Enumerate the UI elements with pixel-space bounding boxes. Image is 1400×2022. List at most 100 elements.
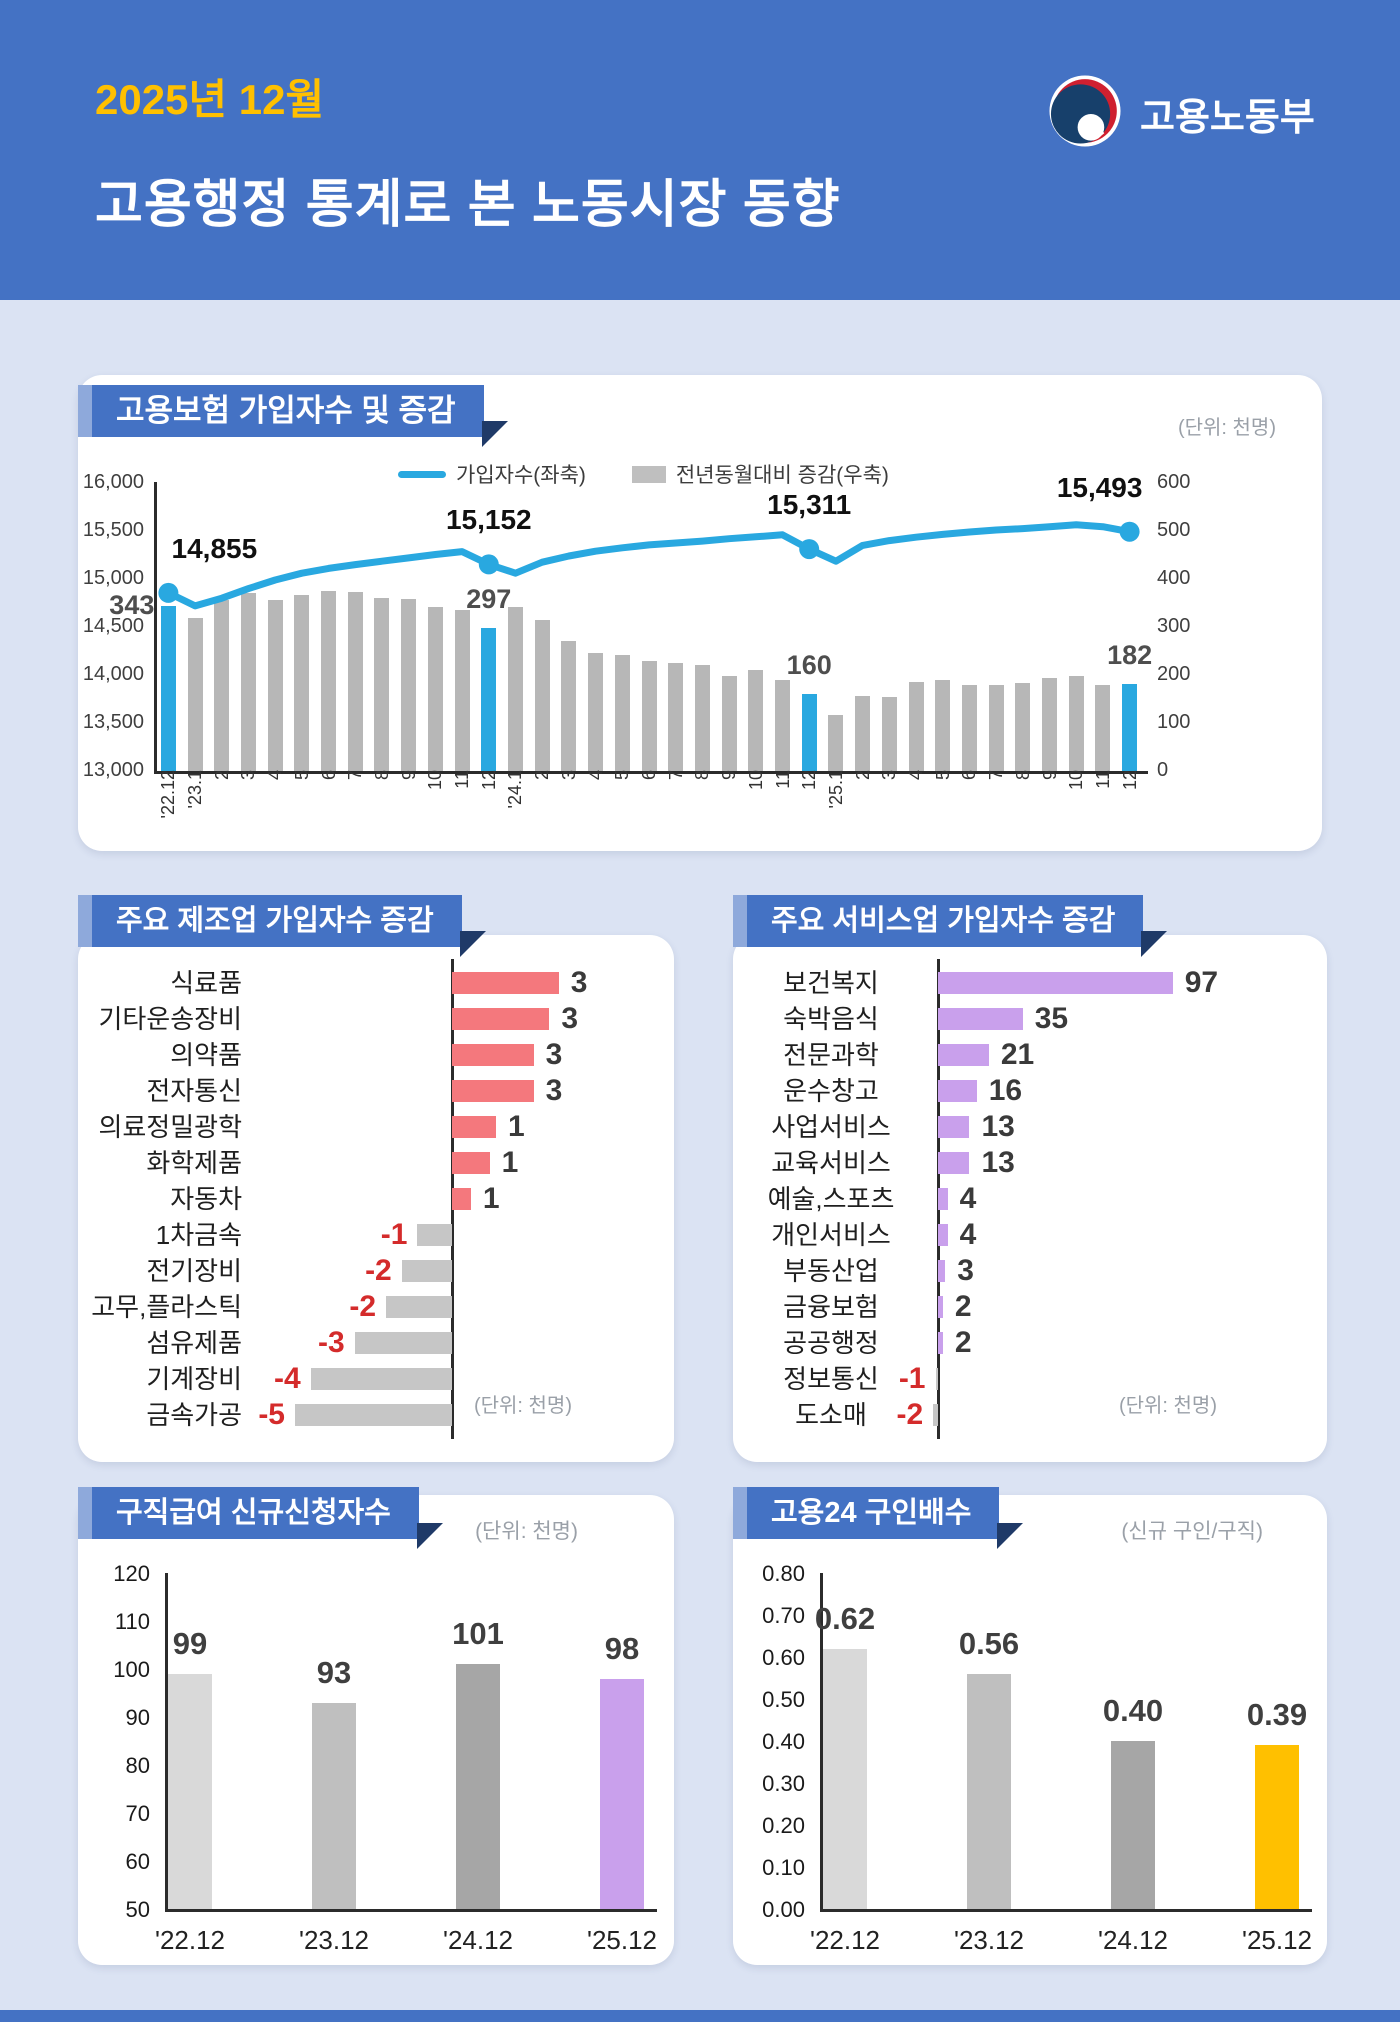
x-axis-tick: '23.12 (953, 1925, 1025, 1955)
x-axis-tick: 12 (1119, 770, 1140, 791)
bar (938, 1080, 977, 1102)
footer-bar (0, 2010, 1400, 2022)
bar (454, 609, 470, 771)
line-swatch (398, 470, 446, 478)
bar (1042, 678, 1058, 771)
x-axis-tick: 5 (932, 770, 953, 781)
bar (938, 1332, 943, 1354)
bar (427, 607, 443, 771)
y-axis-tick-right: 600 (1157, 471, 1191, 493)
bar (452, 1152, 490, 1174)
value-label: 3 (545, 1038, 563, 1071)
bar (321, 590, 337, 771)
bar (935, 1368, 938, 1390)
value-label: 4 (959, 1182, 977, 1215)
x-axis-tick: 12 (478, 770, 499, 791)
bar (294, 594, 310, 771)
category-label: 화학제품 (146, 1148, 242, 1178)
x-axis-tick: 9 (1039, 770, 1060, 781)
x-axis-tick: 2 (532, 770, 553, 781)
chart-title: 고용보험 가입자수 및 증감 (92, 385, 508, 447)
legend-label: 가입자수(좌축) (456, 464, 586, 487)
chart-title-ribbon: 주요 제조업 가입자수 증감 (78, 895, 486, 957)
y-axis-tick-right: 400 (1157, 567, 1191, 589)
x-axis-tick: 10 (425, 770, 446, 791)
x-axis-tick: 3 (558, 770, 579, 781)
value-label: 1 (501, 1146, 519, 1179)
value-label: 93 (316, 1654, 352, 1690)
bar-data-label: 297 (466, 584, 512, 615)
y-axis-tick: 70 (125, 1801, 150, 1826)
x-axis-tick: 7 (665, 770, 686, 781)
y-axis-tick: 0.10 (762, 1855, 805, 1880)
unit-label: (단위: 천명) (1118, 1395, 1217, 1417)
x-axis-tick: 7 (345, 770, 366, 781)
report-date: 2025년 12월 (95, 76, 325, 123)
y-axis-line (165, 1573, 168, 1911)
category-label: 의료정밀광학 (98, 1112, 242, 1142)
value-label: 2 (954, 1326, 972, 1359)
y-axis-tick-left: 13,500 (82, 711, 144, 733)
chart-title-ribbon: 고용24 구인배수 (733, 1487, 1024, 1549)
chart-title: 주요 서비스업 가입자수 증감 (747, 895, 1168, 957)
card-insured-trend: 고용보험 가입자수 및 증감 (단위: 천명) 가입자수(좌축) 전년동월대비 … (78, 375, 1322, 851)
value-label: 21 (1000, 1038, 1035, 1071)
line-data-label: 15,152 (445, 504, 532, 536)
value-label: -2 (365, 1254, 392, 1287)
line-dot (158, 582, 179, 603)
card-job-ratio: 고용24 구인배수 (신규 구인/구직) 0.80 0.70 0.60 0.50 0.4… (733, 1487, 1327, 1965)
bar (721, 675, 737, 771)
value-label: 3 (570, 966, 588, 999)
value-label: 0.39 (1246, 1697, 1308, 1733)
y-axis-tick: 0.20 (762, 1813, 805, 1838)
bar (1015, 683, 1031, 771)
bar (935, 680, 951, 771)
bar (1068, 675, 1084, 771)
value-label: 3 (957, 1254, 974, 1287)
bar (1111, 1741, 1155, 1909)
y-axis-tick: 0.30 (762, 1771, 805, 1796)
bar (694, 664, 710, 771)
bar (938, 1116, 970, 1138)
bar (187, 618, 203, 771)
y-axis-tick-left: 16,000 (82, 471, 144, 493)
x-axis-tick: 2 (852, 770, 873, 781)
manufacturing-chart: 식료품 3 기타운송장비 3 의약품 3 전자통신 3 의료정밀광학 1 화학제품 1 자동차 1 1차금속… (78, 935, 674, 1462)
bar (452, 1188, 471, 1210)
line-data-label: 15,493 (1056, 471, 1143, 503)
bar (668, 663, 684, 771)
x-axis-tick: 10 (1066, 770, 1087, 791)
y-axis-line (820, 1573, 823, 1911)
category-label: 고무,플라스틱 (91, 1292, 242, 1322)
x-axis-tick: 9 (719, 770, 740, 781)
bar (347, 591, 363, 771)
bar (801, 694, 817, 771)
x-axis-tick: '22.12 (154, 1925, 226, 1955)
bar (938, 1188, 948, 1210)
x-axis-tick: 5 (612, 770, 633, 781)
bar (938, 972, 1173, 994)
ribbon-tab (733, 1487, 747, 1539)
x-axis-tick: 3 (879, 770, 900, 781)
bar (938, 1224, 948, 1246)
y-axis-tick: 0.80 (762, 1561, 805, 1586)
category-label: 의약품 (170, 1040, 242, 1070)
job-ratio-chart: 0.80 0.70 0.60 0.50 0.40 0.30 0.20 0.10 0.00 0.62… (733, 1495, 1327, 1965)
x-axis-tick: 7 (986, 770, 1007, 781)
x-axis-tick: 4 (585, 770, 606, 781)
category-label: 정보통신 (783, 1364, 879, 1394)
ribbon-tab (733, 895, 747, 947)
chart-legend: 가입자수(좌축) 전년동월대비 증감(우축) (398, 459, 889, 489)
ribbon-tab (78, 895, 92, 947)
bar (267, 599, 283, 771)
benefit-claims-chart: 120 110 100 90 80 70 60 50 99 '22.12 93 '23.12 101 '2… (78, 1495, 674, 1965)
bar (938, 1296, 943, 1318)
x-axis-tick: '24.12 (442, 1925, 514, 1955)
bar (452, 1080, 534, 1102)
unit-label: (단위: 천명) (1177, 417, 1276, 439)
x-axis-line (165, 1909, 657, 1912)
bar (507, 607, 523, 771)
x-axis-tick: 10 (745, 770, 766, 791)
x-axis-line (154, 771, 1148, 774)
bar (828, 714, 844, 771)
